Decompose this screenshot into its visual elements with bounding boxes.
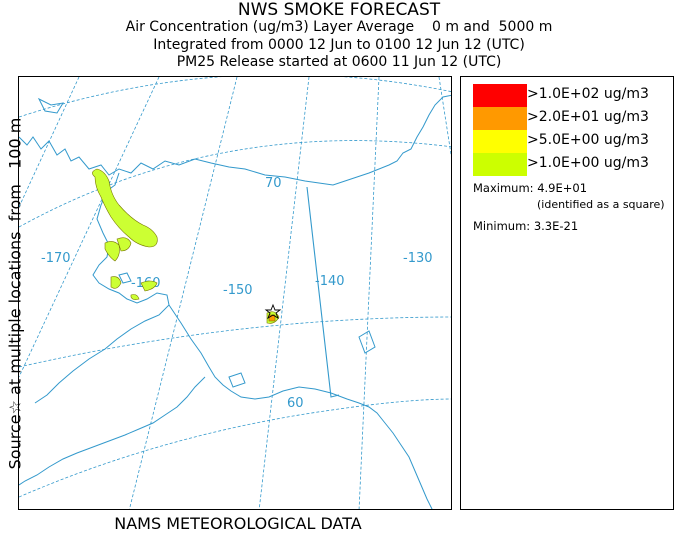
label-lat-70: 70 bbox=[265, 176, 282, 191]
plume-south-2 bbox=[140, 280, 158, 292]
plume-north bbox=[92, 168, 158, 248]
label-lon-140: -140 bbox=[315, 274, 345, 289]
coastlines bbox=[19, 94, 451, 509]
map-title: NWS SMOKE FORECAST bbox=[237, 0, 441, 20]
meridian-160 bbox=[129, 77, 238, 509]
alaska-peninsula bbox=[19, 376, 206, 486]
legend-swatch-1 bbox=[473, 84, 527, 107]
data-source-footer: NAMS METEOROLOGICAL DATA bbox=[114, 514, 362, 533]
parallel-70 bbox=[19, 140, 451, 228]
subtitle-concentration: Air Concentration (ug/m3) Layer Average … bbox=[125, 19, 553, 35]
legend-minimum: Minimum: 3.3E-21 bbox=[473, 219, 579, 233]
legend-swatch-3 bbox=[473, 130, 527, 153]
maximum-square bbox=[268, 314, 276, 322]
legend-item-1: >1.0E+02 ug/m3 bbox=[473, 84, 673, 107]
meridian-140 bbox=[358, 77, 380, 509]
legend-label-3: >5.0E+00 ug/m3 bbox=[527, 132, 649, 148]
island-kodiak bbox=[228, 372, 246, 388]
legend-max-note: (identified as a square) bbox=[537, 198, 665, 211]
meridian-150 bbox=[258, 77, 310, 509]
legend-label-1: >1.0E+02 ug/m3 bbox=[527, 86, 649, 102]
plume-south-1 bbox=[110, 276, 122, 289]
parallel-65 bbox=[19, 316, 451, 368]
label-lon-170: -170 bbox=[41, 251, 71, 266]
legend-label-4: >1.0E+00 ug/m3 bbox=[527, 155, 649, 171]
legend-swatch-4 bbox=[473, 153, 527, 176]
subtitle-integration-time: Integrated from 0000 12 Jun to 0100 12 J… bbox=[153, 37, 525, 53]
subtitle-release-time: PM25 Release started at 0600 11 Jun 12 (… bbox=[176, 54, 502, 70]
island-2 bbox=[118, 272, 132, 284]
source-star-icon bbox=[264, 303, 282, 320]
legend-swatch-2 bbox=[473, 107, 527, 130]
map-panel: -170 -160 -150 -140 -130 70 60 bbox=[18, 76, 452, 510]
legend-maximum: Maximum: 4.9E+01 bbox=[473, 181, 588, 195]
parallel-75 bbox=[19, 77, 451, 118]
meridian-170 bbox=[19, 77, 160, 378]
label-lat-60: 60 bbox=[287, 396, 304, 411]
legend-item-3: >5.0E+00 ug/m3 bbox=[473, 130, 673, 153]
island-se bbox=[358, 330, 376, 354]
alaska-map: -170 -160 -150 -140 -130 70 60 bbox=[19, 77, 451, 509]
us-canada-border bbox=[306, 186, 340, 398]
plume-mid-1 bbox=[104, 241, 120, 262]
west-coast bbox=[34, 172, 170, 404]
plume-mid-2 bbox=[116, 237, 132, 252]
legend-item-4: >1.0E+00 ug/m3 bbox=[473, 153, 673, 176]
legend-panel: >1.0E+02 ug/m3 >2.0E+01 ug/m3 >5.0E+00 u… bbox=[460, 76, 674, 510]
smoke-plumes bbox=[92, 168, 280, 324]
south-coast bbox=[168, 304, 433, 509]
arctic-coast bbox=[19, 94, 451, 186]
label-lon-130: -130 bbox=[403, 251, 433, 266]
plume-south-3 bbox=[130, 294, 140, 300]
parallel-60 bbox=[19, 398, 451, 498]
label-lon-150: -150 bbox=[223, 283, 253, 298]
meridian-130 bbox=[438, 77, 451, 157]
legend-item-2: >2.0E+01 ug/m3 bbox=[473, 107, 673, 130]
island-1 bbox=[37, 97, 64, 114]
legend-label-2: >2.0E+01 ug/m3 bbox=[527, 109, 649, 125]
